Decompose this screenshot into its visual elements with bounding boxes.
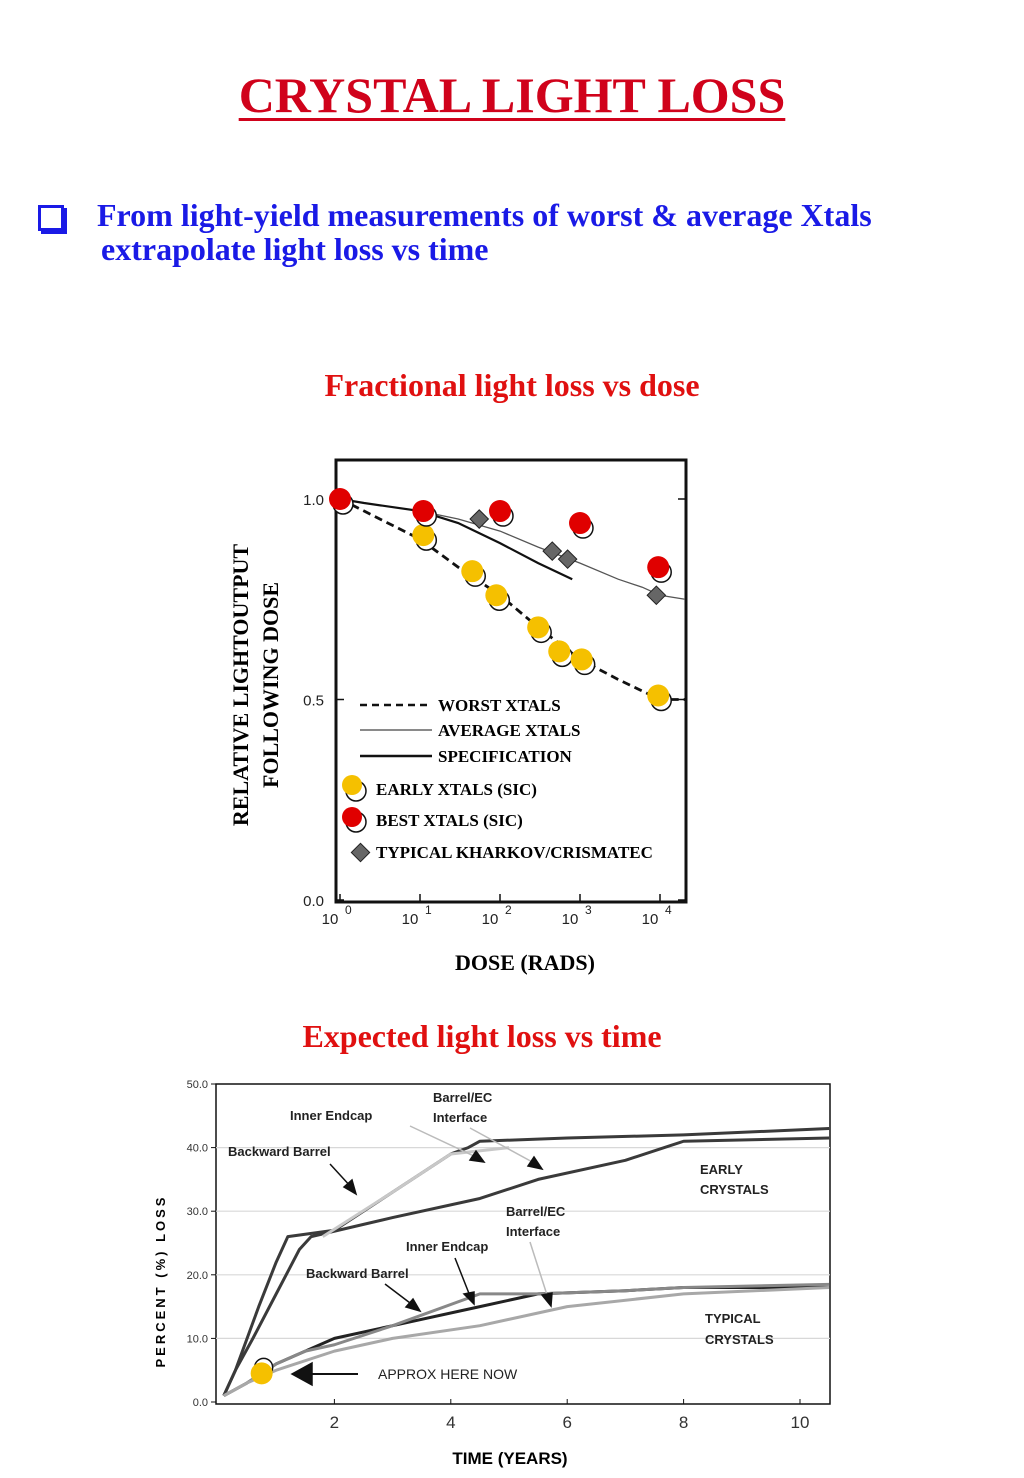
chart1-subtitle: Fractional light loss vs dose: [324, 367, 700, 403]
dose-xtick-exp-2: 2: [505, 903, 512, 917]
arrow-head-barrel-ec-typical: [540, 1292, 553, 1308]
time-line-1: [222, 1136, 830, 1397]
dose-legend: WORST XTALS AVERAGE XTALS SPECIFICATION …: [342, 696, 653, 863]
legend-best-label: BEST XTALS (SIC): [376, 811, 523, 830]
dose-ytick-label-1: 0.5: [303, 693, 324, 710]
arrow-inner-endcap-typical: [454, 1257, 471, 1297]
dose-xtick-exp-1: 1: [425, 903, 432, 917]
chart2-subtitle: Expected light loss vs time: [302, 1018, 662, 1054]
dose-xtick-label-4: 10: [642, 911, 659, 928]
bullet-line-1: From light-yield measurements of worst &…: [97, 197, 872, 233]
dose-plot-frame: [334, 458, 688, 904]
annot-approx-here-now: APPROX HERE NOW: [378, 1366, 518, 1382]
annot-barrel-ec-typical-1: Barrel/EC: [506, 1204, 566, 1219]
time-annotations: Inner Endcap Barrel/EC Interface Backwar…: [228, 1090, 774, 1382]
annot-barrel-ec-typical-2: Interface: [506, 1224, 560, 1239]
dose-xlabel: DOSE (RADS): [455, 950, 595, 975]
legend-early-marker: [342, 775, 362, 795]
legend-spec-label: SPECIFICATION: [438, 747, 573, 766]
dose-point-0-2: [485, 584, 508, 607]
arrow-head-approx-now: [290, 1361, 313, 1387]
time-plot-frame: [215, 1083, 831, 1405]
legend-best-marker: [342, 807, 362, 827]
dose-xtick-exp-3: 3: [585, 903, 592, 917]
arrow-head-inner-endcap-typical: [462, 1291, 475, 1306]
dose-xtick-label-3: 10: [562, 911, 579, 928]
dose-xtick-label-2: 10: [482, 911, 499, 928]
dose-point-0-4: [548, 640, 571, 663]
time-line-2: [321, 1146, 510, 1238]
time-xtick-label-0: 2: [330, 1413, 339, 1432]
time-xlabel: TIME (YEARS): [452, 1449, 567, 1468]
annot-barrel-ec-early-1: Barrel/EC: [433, 1090, 493, 1105]
dose-ytick-label-0: 0.0: [303, 893, 324, 910]
bullet-text: From light-yield measurements of worst &…: [97, 198, 1017, 266]
dose-point-0-3: [527, 616, 550, 639]
legend-diamond-label: TYPICAL KHARKOV/CRISMATEC: [376, 843, 653, 862]
time-xtick-label-2: 6: [562, 1413, 571, 1432]
annot-early-crystals-1: EARLY: [700, 1162, 743, 1177]
arrow-head-backward-barrel-early: [342, 1178, 358, 1196]
time-ytick-label-3: 30.0: [187, 1206, 208, 1218]
time-ylabel: PERCENT (%) LOSS: [153, 1195, 168, 1368]
time-ytick-label-0: 0.0: [193, 1397, 208, 1409]
arrow-head-backward-barrel-typical: [404, 1297, 422, 1313]
dose-point-1-4: [647, 556, 670, 579]
annot-inner-endcap-early: Inner Endcap: [290, 1108, 372, 1123]
annot-backward-barrel-typical: Backward Barrel: [306, 1266, 409, 1281]
time-ytick-label-2: 20.0: [187, 1270, 208, 1282]
annot-inner-endcap-typical: Inner Endcap: [406, 1239, 488, 1254]
dose-ytick-label-2: 1.0: [303, 492, 324, 509]
dose-point-1-1: [412, 500, 435, 523]
legend-average-label: AVERAGE XTALS: [438, 721, 581, 740]
time-arrows: [290, 1125, 553, 1387]
annot-typical-crystals-1: TYPICAL: [705, 1311, 761, 1326]
dose-diamond-2-3: [646, 585, 667, 606]
dose-chart: 0.0 0.5 1.0 10 0 10 1 10 2 10 3 10 4 RELATIVE LIGHTO…: [228, 458, 688, 975]
dose-ylabel-1: RELATIVE LIGHTOUTPUT: [228, 544, 253, 827]
annot-barrel-ec-early-2: Interface: [433, 1110, 487, 1125]
time-ytick-label-5: 50.0: [187, 1079, 208, 1091]
dose-point-1-3: [569, 512, 591, 535]
dose-point-0-6: [647, 684, 670, 707]
dose-line-0: [339, 497, 685, 701]
annot-early-crystals-2: CRYSTALS: [700, 1182, 769, 1197]
dose-point-1-0: [329, 488, 351, 510]
dose-line-2: [339, 497, 573, 581]
time-ytick-label-4: 40.0: [187, 1143, 208, 1155]
dose-diamond-2-2: [557, 549, 578, 570]
bullet-line-2: extrapolate light loss vs time: [101, 231, 489, 267]
annot-typical-crystals-2: CRYSTALS: [705, 1332, 774, 1347]
dose-point-1-2: [489, 500, 511, 523]
dose-xtick-exp-4: 4: [665, 903, 672, 917]
time-xtick-label-4: 10: [791, 1413, 810, 1432]
arrow-head-barrel-ec-early: [526, 1155, 544, 1171]
dose-point-0-1: [461, 560, 484, 583]
dose-xtick-label-0: 10: [322, 911, 339, 928]
time-chart: 0.0 10.0 20.0 30.0 40.0 50.0 2 4 6 8 10 PERCENT (%…: [153, 1079, 831, 1468]
legend-diamond-marker: [350, 842, 371, 863]
legend-worst-label: WORST XTALS: [438, 696, 561, 715]
time-ytick-label-1: 10.0: [187, 1333, 208, 1345]
dose-point-0-5: [570, 648, 593, 671]
arrow-barrel-ec-typical: [529, 1241, 549, 1299]
dose-xtick-exp-0: 0: [345, 903, 352, 917]
time-xtick-label-3: 8: [679, 1413, 688, 1432]
time-xtick-label-1: 4: [446, 1413, 455, 1432]
arrow-barrel-ec-early: [469, 1127, 537, 1165]
legend-early-label: EARLY XTALS (SIC): [376, 780, 537, 799]
dose-ylabel-2: FOLLOWING DOSE: [258, 582, 283, 788]
dose-diamond-2-1: [542, 541, 563, 562]
page-title: CRYSTAL LIGHT LOSS: [238, 67, 786, 123]
dose-diamond-2-0: [469, 509, 490, 529]
arrow-head-inner-endcap-early: [468, 1149, 486, 1163]
now-marker: [250, 1362, 273, 1385]
arrow-inner-endcap-early: [409, 1125, 479, 1159]
checkbox-square-icon: [38, 205, 64, 231]
dose-point-0-0: [412, 524, 435, 547]
dose-xtick-label-1: 10: [402, 911, 419, 928]
annot-backward-barrel-early: Backward Barrel: [228, 1144, 331, 1159]
